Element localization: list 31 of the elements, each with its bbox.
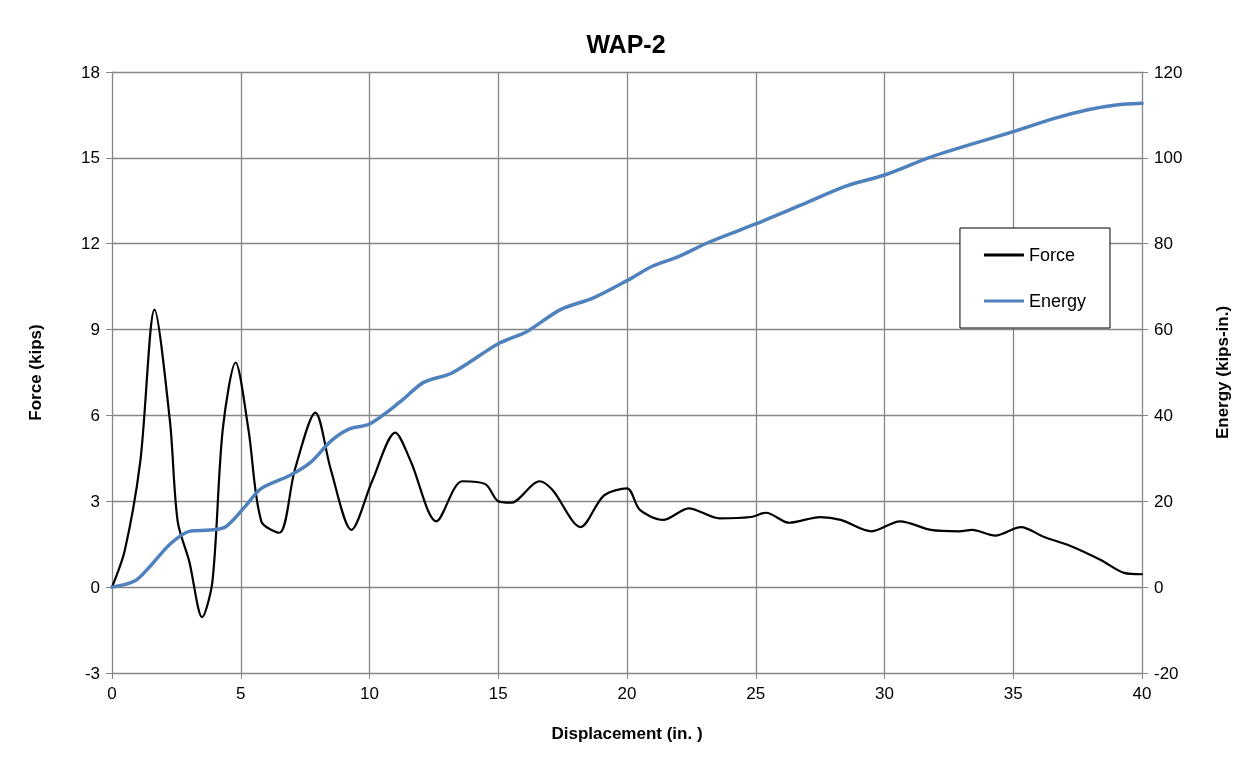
y2-tick-label: 40 xyxy=(1154,405,1173,425)
x-tick-label: 20 xyxy=(617,684,637,703)
y2-tick-label: 120 xyxy=(1154,62,1183,82)
x-tick-label: 25 xyxy=(746,684,766,703)
x-tick-label: 40 xyxy=(1132,684,1152,703)
y-tick-label: 6 xyxy=(90,405,100,425)
y2-axis-title: Energy (kips-in.) xyxy=(1213,305,1232,440)
y-tick-label: 12 xyxy=(81,234,100,254)
y2-tick-label: 60 xyxy=(1154,320,1173,340)
y2-tick-label: 80 xyxy=(1154,234,1173,254)
y-axis-title: Force (kips) xyxy=(26,324,45,421)
x-tick-label: 10 xyxy=(360,684,379,703)
x-axis-title: Displacement (in. ) xyxy=(551,724,703,743)
legend-label: Force xyxy=(1028,245,1075,265)
x-tick-label: 0 xyxy=(107,684,117,703)
y-tick-label: 18 xyxy=(81,62,100,82)
x-tick-label: 30 xyxy=(875,684,894,703)
y-tick-label: 15 xyxy=(81,148,100,168)
chart-title: WAP-2 xyxy=(586,29,666,58)
x-tick-label: 35 xyxy=(1003,684,1023,703)
y2-tick-label: -20 xyxy=(1154,663,1179,683)
y-tick-label: -3 xyxy=(84,663,100,683)
y2-tick-label: 100 xyxy=(1154,148,1183,168)
x-tick-label: 5 xyxy=(236,684,246,703)
y2-tick-label: 20 xyxy=(1154,491,1173,511)
y-tick-label: 0 xyxy=(90,577,100,597)
y2-tick-label: 0 xyxy=(1154,577,1164,597)
legend-label: Energy xyxy=(1028,291,1087,311)
y-tick-label: 3 xyxy=(90,491,100,511)
x-tick-label: 15 xyxy=(488,684,508,703)
y-tick-label: 9 xyxy=(90,320,100,340)
